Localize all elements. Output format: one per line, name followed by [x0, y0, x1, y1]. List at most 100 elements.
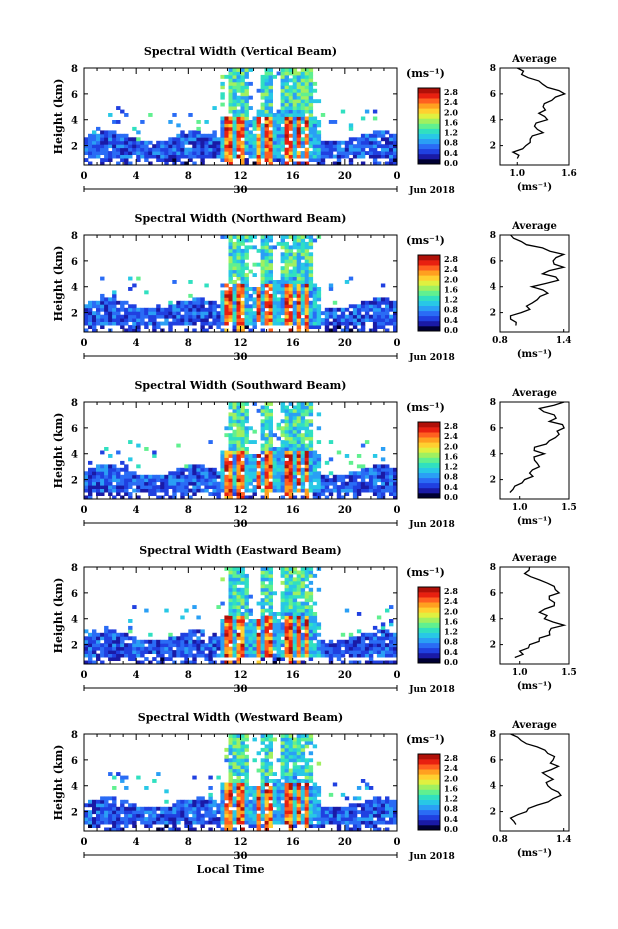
heatmap-cell — [332, 314, 338, 319]
colorbar-swatch — [418, 617, 440, 623]
heatmap-cell — [132, 820, 137, 825]
heatmap-cell — [124, 321, 129, 326]
heatmap-cell — [260, 779, 265, 783]
heatmap-cell — [216, 140, 221, 145]
heatmap-cell — [256, 109, 261, 114]
heatmap-cell — [200, 325, 205, 329]
heatmap-cell — [292, 632, 298, 637]
heatmap-cell — [292, 415, 298, 420]
heatmap-cell — [264, 601, 269, 606]
heatmap-cell — [380, 151, 386, 155]
heatmap-cell — [236, 273, 241, 277]
heatmap-cell — [204, 318, 209, 322]
heatmap-cell — [232, 102, 237, 107]
heatmap-cell — [372, 485, 378, 489]
heatmap-cell — [188, 133, 193, 138]
heatmap-cell — [288, 440, 294, 444]
heatmap-cell — [300, 799, 306, 804]
heatmap-cell — [128, 287, 133, 291]
heatmap-cell — [332, 318, 338, 322]
heatmap-cell — [288, 817, 294, 821]
colorbar-tick-label: 0.0 — [444, 325, 458, 335]
heatmap-cell — [372, 636, 378, 641]
colorbar-unit: (ms⁻¹) — [406, 67, 445, 80]
heatmap-cell — [292, 615, 298, 620]
heatmap-cell — [260, 488, 265, 493]
heatmap-cell — [192, 492, 197, 496]
heatmap-cell — [368, 307, 374, 312]
heatmap-cell — [280, 140, 285, 145]
heatmap-cell — [252, 488, 257, 493]
heatmap-cell — [280, 740, 285, 745]
heatmap-cell — [204, 474, 209, 479]
heatmap-cell — [260, 245, 265, 250]
heatmap-cell — [300, 495, 306, 500]
heatmap-cell — [92, 643, 97, 648]
heatmap-cell — [256, 619, 261, 623]
heatmap-cell — [380, 622, 386, 627]
heatmap-cell — [240, 283, 245, 288]
heatmap-cell — [92, 803, 97, 808]
heatmap-cell — [100, 488, 105, 493]
heatmap-cell — [284, 608, 289, 613]
heatmap-cell — [116, 471, 121, 476]
heatmap-cell — [312, 474, 318, 479]
heatmap-cell — [288, 744, 294, 749]
heatmap-cell — [176, 311, 181, 316]
heatmap-cell — [312, 158, 318, 162]
heatmap-cell — [108, 318, 113, 322]
heatmap-cell — [300, 751, 306, 756]
heatmap-cell — [120, 478, 125, 483]
heatmap-cell — [328, 488, 334, 493]
heatmap-cell — [136, 474, 141, 479]
heatmap-cell — [244, 140, 249, 145]
heatmap-cell — [228, 116, 233, 121]
heatmap-cell — [260, 657, 265, 661]
heatmap-cell — [220, 307, 225, 312]
heatmap-cell — [264, 744, 269, 749]
heatmap-cell — [260, 422, 265, 427]
heatmap-cell — [240, 591, 245, 596]
heatmap-cell — [152, 454, 157, 458]
heatmap-cell — [120, 650, 125, 654]
heatmap-cell — [136, 328, 141, 333]
heatmap-cell — [308, 436, 314, 441]
heatmap-cell — [292, 824, 298, 828]
heatmap-cell — [92, 653, 97, 658]
heatmap-cell — [244, 810, 249, 815]
heatmap-cell — [256, 123, 261, 128]
heatmap-cell — [360, 300, 366, 305]
heatmap-cell — [232, 443, 237, 448]
heatmap-cell — [316, 464, 322, 469]
heatmap-cell — [220, 650, 225, 654]
heatmap-cell — [308, 796, 314, 801]
heatmap-cell — [228, 287, 233, 291]
average-y-tick-label: 2 — [490, 142, 496, 152]
average-title: Average — [511, 553, 557, 564]
heatmap-cell — [228, 653, 233, 658]
heatmap-cell — [352, 488, 358, 493]
average-y-tick-label: 8 — [490, 563, 496, 573]
heatmap-cell — [196, 300, 201, 305]
x-tick-label: 8 — [185, 171, 192, 182]
heatmap-cell — [288, 88, 294, 93]
heatmap-cell — [112, 639, 117, 644]
heatmap-cell — [324, 643, 330, 648]
heatmap-cell — [308, 460, 314, 465]
heatmap-cell — [84, 314, 89, 319]
heatmap-cell — [284, 408, 289, 413]
heatmap-cell — [100, 144, 105, 149]
heatmap-cell — [248, 140, 253, 145]
heatmap-cell — [228, 290, 233, 295]
heatmap-cell — [172, 474, 177, 479]
heatmap-cell — [385, 478, 390, 483]
heatmap-cell — [252, 454, 257, 458]
heatmap-cell — [244, 266, 249, 271]
heatmap-cell — [296, 71, 302, 76]
heatmap-cell — [300, 307, 306, 312]
heatmap-cell — [300, 102, 306, 107]
heatmap-cell — [268, 460, 273, 465]
heatmap-cell — [108, 492, 113, 496]
heatmap-cell — [372, 144, 378, 149]
heatmap-cell — [148, 151, 153, 155]
